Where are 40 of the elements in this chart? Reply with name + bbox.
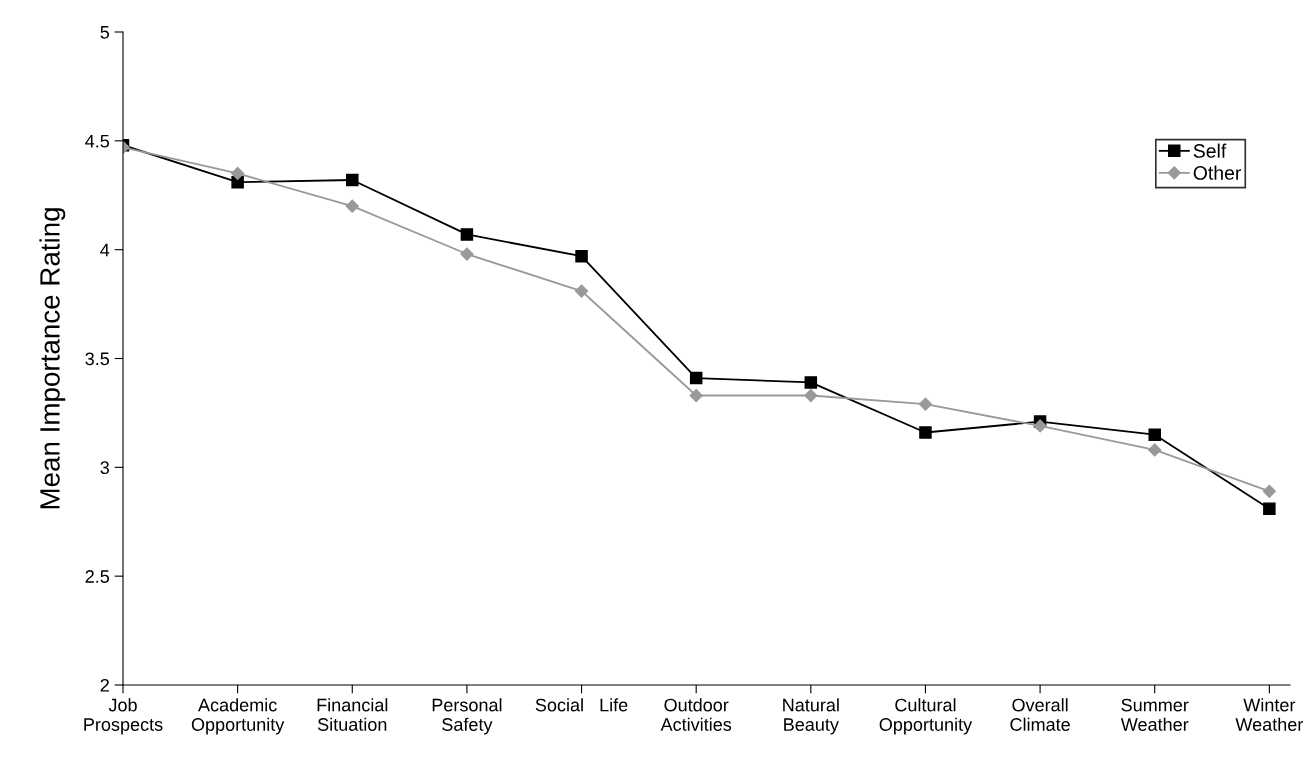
point xyxy=(574,284,589,298)
y-tick-label: 3.5 xyxy=(85,352,110,366)
point xyxy=(918,397,933,411)
point xyxy=(575,249,588,263)
point xyxy=(804,388,818,403)
y-tick-label: 4 xyxy=(100,243,110,257)
point xyxy=(345,199,359,213)
x-tick-label: Natural Beauty xyxy=(783,698,839,735)
y-tick-label: 5 xyxy=(100,26,110,39)
x-tick-label: Financial Situation xyxy=(317,698,388,731)
x-tick-label: Social Life xyxy=(535,698,628,712)
x-tick-label: Summer Weather xyxy=(1120,698,1189,731)
x-tick-label: Academic Opportunity xyxy=(191,698,285,735)
point xyxy=(1148,428,1161,441)
point xyxy=(804,376,818,389)
y-tick-label: 2.5 xyxy=(85,570,110,583)
point xyxy=(689,388,703,403)
point xyxy=(460,247,474,261)
x-tick-label: Personal Safety xyxy=(432,698,502,735)
point xyxy=(1263,502,1276,515)
x-tick-label: Outdoor Activities xyxy=(660,698,732,731)
point xyxy=(346,173,359,187)
legend-label: Self xyxy=(1193,143,1227,158)
y-tick-label: 4.5 xyxy=(85,134,110,148)
x-tick-label: Winter Weather xyxy=(1235,698,1304,731)
point xyxy=(231,175,244,189)
x-tick-label: Cultural Opportunity xyxy=(879,698,973,735)
legend-label: Other xyxy=(1193,165,1242,180)
y-tick-label: 2 xyxy=(100,678,109,692)
point xyxy=(1033,419,1047,433)
y-axis-title: Mean Importance Rating xyxy=(39,208,66,509)
x-tick-label: Job Prospects xyxy=(84,698,163,735)
y-tick-label: 3 xyxy=(100,461,110,475)
point xyxy=(689,371,703,385)
point xyxy=(1262,484,1276,498)
x-tick-label: Overall Climate xyxy=(1010,698,1070,731)
point xyxy=(919,426,932,439)
point xyxy=(231,166,245,181)
point xyxy=(1148,443,1162,457)
point xyxy=(460,228,474,241)
